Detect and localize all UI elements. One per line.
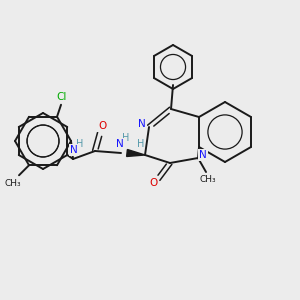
Text: O: O (149, 178, 157, 188)
Text: H: H (122, 133, 130, 143)
Text: H: H (76, 139, 84, 149)
Text: CH₃: CH₃ (5, 179, 21, 188)
Text: N: N (199, 150, 207, 160)
Text: CH₃: CH₃ (200, 176, 216, 184)
Text: H: H (137, 139, 145, 149)
Text: N: N (70, 145, 78, 155)
Text: Cl: Cl (57, 92, 67, 102)
Polygon shape (127, 149, 145, 157)
Text: N: N (138, 119, 146, 129)
Text: O: O (98, 121, 106, 131)
Text: N: N (116, 139, 124, 149)
